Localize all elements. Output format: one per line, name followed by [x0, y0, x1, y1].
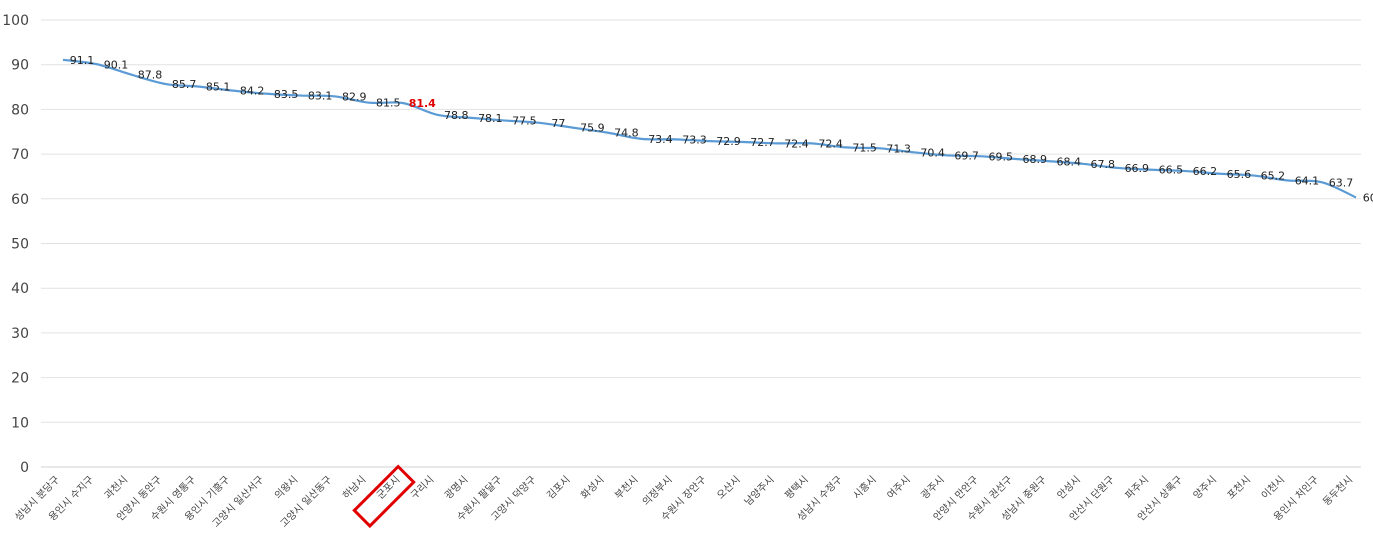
data-label: 85.7 — [172, 78, 197, 91]
data-labels: 91.1 90.1 87.8 85.7 85.1 84.2 83.5 83.1 82.9 81.5… — [70, 54, 1373, 205]
data-label: 64.1 — [1295, 174, 1320, 187]
x-tick-label: 시흥시 — [850, 473, 879, 502]
data-label-highlight: 81.4 — [409, 97, 436, 110]
y-tick-label: 80 — [11, 102, 29, 118]
x-tick-label: 광주시 — [919, 474, 947, 502]
y-tick-label: 50 — [11, 237, 29, 253]
x-tick-label: 안성시 — [1055, 474, 1083, 502]
x-tick-label: 이천시 — [1259, 474, 1287, 502]
data-label: 74.8 — [614, 127, 639, 140]
y-tick-label: 100 — [2, 13, 29, 29]
x-tick-label: 과천시 — [102, 474, 130, 502]
data-label: 81.5 — [376, 97, 401, 110]
data-label: 77 — [551, 117, 565, 130]
data-label: 75.9 — [580, 122, 605, 135]
data-label: 78.1 — [478, 112, 503, 125]
series-line — [62, 58, 1357, 199]
data-label: 82.9 — [342, 90, 367, 103]
data-label: 69.5 — [988, 150, 1013, 163]
data-label: 84.2 — [240, 85, 265, 98]
data-label: 72.9 — [716, 135, 741, 148]
data-label: 73.4 — [648, 133, 673, 146]
y-tick-label: 10 — [11, 415, 29, 431]
x-tick-label: 여주시 — [885, 474, 913, 502]
x-tick-label: 오산시 — [715, 474, 743, 502]
x-tick-label: 의왕시 — [272, 474, 300, 502]
x-tick-label: 평택시 — [783, 474, 811, 502]
data-label: 87.8 — [138, 69, 163, 82]
y-tick-label: 70 — [11, 147, 29, 163]
x-tick-label: 남양주시 — [742, 474, 777, 509]
y-tick-label: 0 — [20, 460, 29, 476]
data-label: 66.5 — [1159, 164, 1184, 177]
x-tick-label: 광명시 — [442, 474, 470, 502]
x-tick-label: 구리시 — [408, 474, 436, 502]
data-label: 72.4 — [784, 137, 809, 150]
x-tick-label: 의정부시 — [640, 474, 675, 509]
x-tick-label: 화성시 — [579, 474, 607, 502]
highlight-box — [352, 464, 416, 529]
highlight-annotation — [352, 464, 416, 529]
data-label: 72.7 — [750, 136, 775, 149]
x-tick-label: 포천시 — [1225, 474, 1253, 502]
x-tick-label: 하남시 — [340, 473, 369, 502]
x-tick-label: 파주시 — [1123, 474, 1151, 502]
data-label: 83.5 — [274, 88, 299, 101]
gridlines — [41, 19, 1361, 468]
data-label: 90.1 — [104, 58, 129, 71]
x-tick-label: 동두천시 — [1321, 474, 1356, 509]
y-tick-label: 90 — [11, 58, 29, 74]
data-label: 66.2 — [1193, 165, 1218, 178]
data-label: 63.7 — [1329, 176, 1354, 189]
y-tick-label: 30 — [11, 326, 29, 342]
y-tick-label: 60 — [11, 192, 29, 208]
data-label: 67.8 — [1091, 158, 1116, 171]
data-label: 73.3 — [682, 133, 707, 146]
data-label: 70.4 — [920, 146, 945, 159]
data-label: 68.4 — [1057, 155, 1082, 168]
data-label: 60.3 — [1363, 191, 1373, 204]
data-label: 85.1 — [206, 81, 231, 94]
y-tick-label: 40 — [11, 281, 29, 297]
data-label: 71.3 — [886, 142, 911, 155]
data-label: 65.2 — [1261, 170, 1286, 183]
data-label: 69.7 — [954, 149, 979, 162]
x-tick-label: 양주시 — [1191, 474, 1219, 502]
data-label: 83.1 — [308, 90, 333, 103]
data-label: 66.9 — [1125, 162, 1150, 175]
data-label: 68.9 — [1022, 153, 1047, 166]
data-label: 72.4 — [818, 137, 843, 150]
data-label: 78.8 — [444, 109, 469, 122]
x-tick-label: 부천시 — [613, 474, 641, 502]
x-tick-label: 김포시 — [545, 474, 573, 502]
y-axis-tick-labels: 0 10 20 30 40 50 60 70 80 90 100 — [2, 13, 29, 476]
data-label: 77.5 — [512, 115, 537, 128]
series-line-path — [62, 58, 1357, 199]
y-tick-label: 20 — [11, 371, 29, 387]
data-label: 91.1 — [70, 54, 95, 67]
data-label: 71.5 — [852, 141, 877, 154]
data-label: 65.6 — [1227, 168, 1252, 181]
